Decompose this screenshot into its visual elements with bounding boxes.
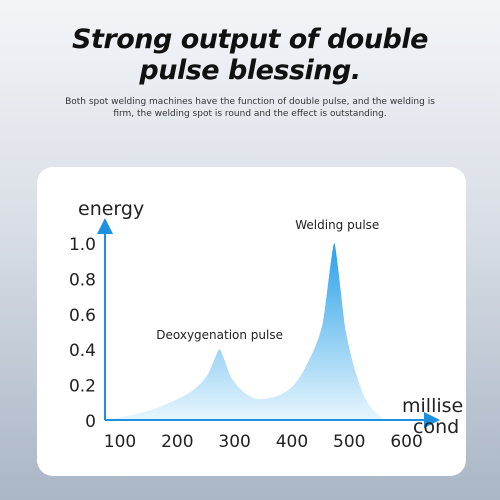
y-tick-label: 0 xyxy=(85,412,96,432)
energy-area-series xyxy=(105,242,392,420)
headline: Strong output of double pulse blessing. xyxy=(0,24,500,86)
description-text: Both spot welding machines have the func… xyxy=(65,97,435,119)
x-tick-label: 500 xyxy=(333,432,365,452)
x-tick-label: 300 xyxy=(218,432,250,452)
y-tick-label: 1.0 xyxy=(69,235,96,255)
y-axis-title: energy xyxy=(78,198,144,220)
x-tick-label: 100 xyxy=(104,432,136,452)
y-tick-label: 0.4 xyxy=(69,341,96,361)
x-tick-label: 200 xyxy=(161,432,193,452)
headline-line-2: pulse blessing. xyxy=(139,55,361,86)
y-tick-label: 0.6 xyxy=(69,306,96,326)
x-axis-title-line-1: millise xyxy=(402,395,463,417)
welding-pulse-label: Welding pulse xyxy=(295,218,379,232)
x-tick-label: 600 xyxy=(390,432,422,452)
deoxygenation-pulse-label: Deoxygenation pulse xyxy=(156,328,283,342)
x-axis-title-line-2: cond xyxy=(413,416,459,438)
y-tick-label: 0.8 xyxy=(69,270,96,290)
headline-line-1: Strong output of double xyxy=(72,24,428,55)
y-tick-label: 0.2 xyxy=(69,377,96,397)
x-tick-label: 400 xyxy=(276,432,308,452)
